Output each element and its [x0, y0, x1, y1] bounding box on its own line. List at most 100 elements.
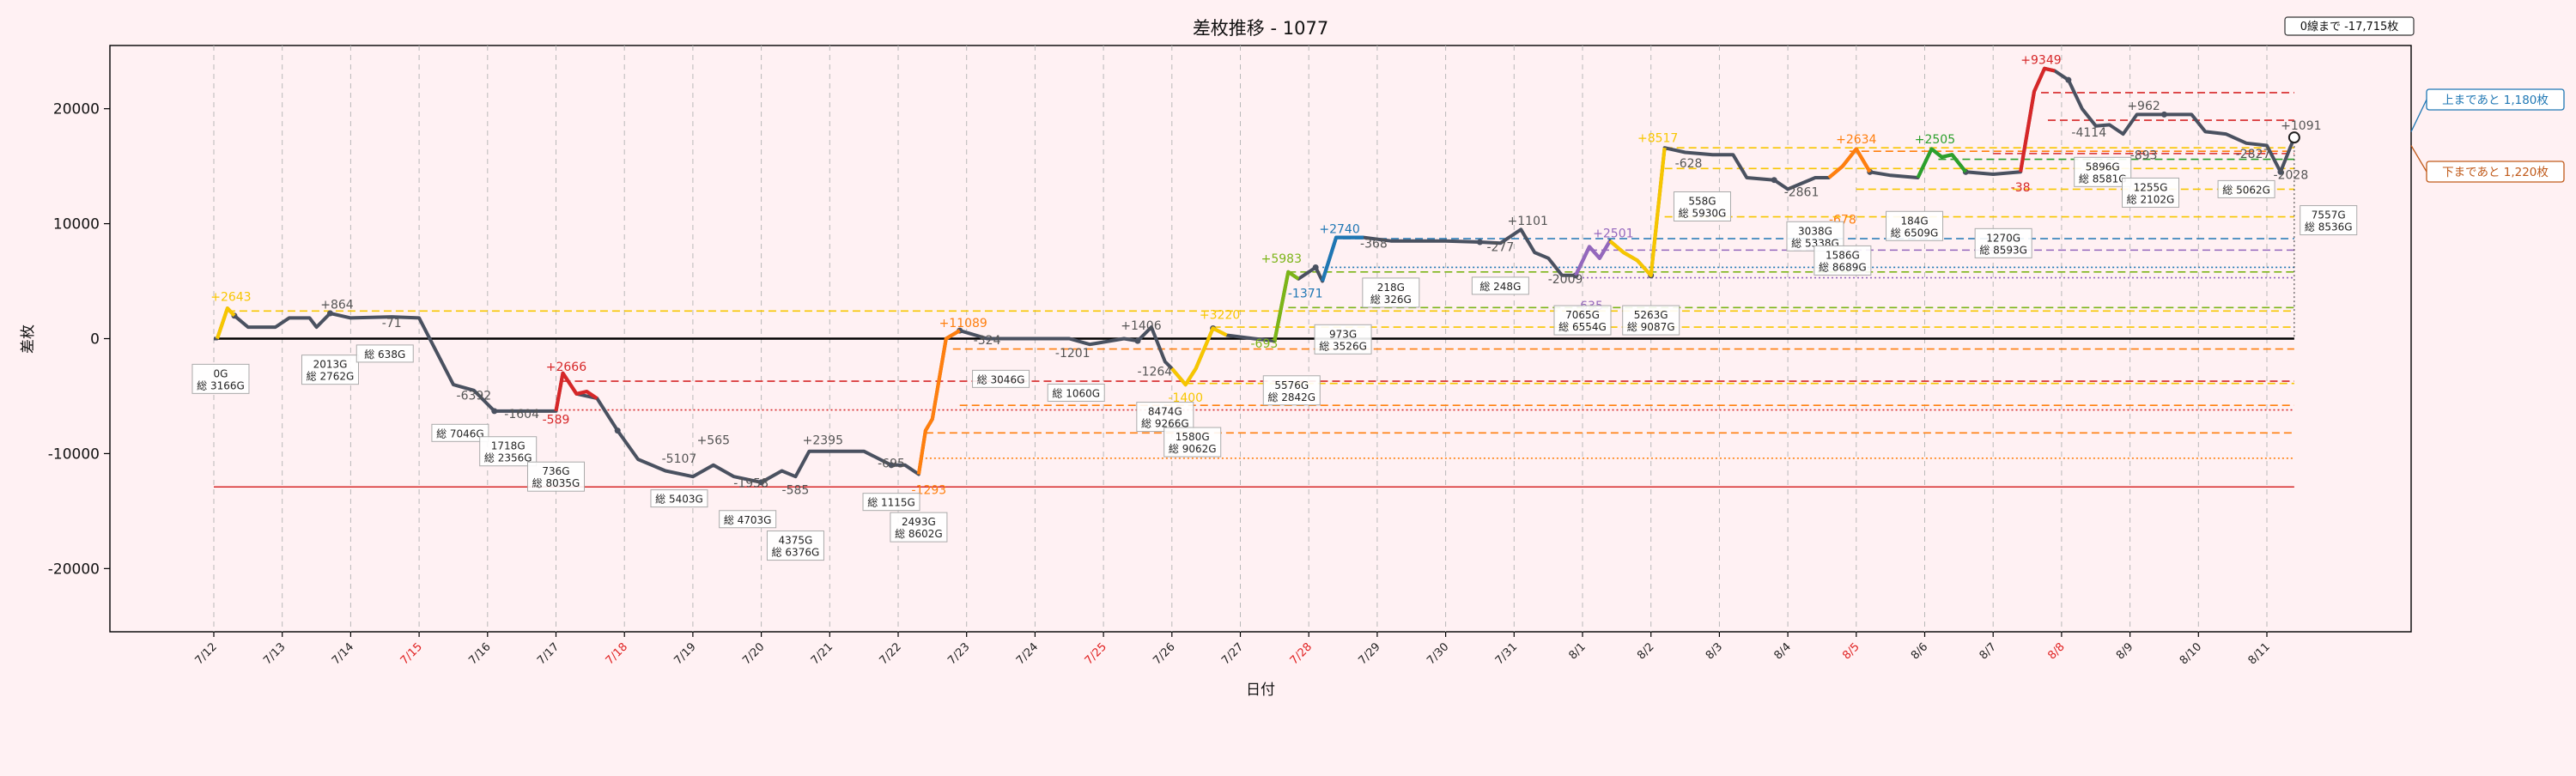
highlight-segment	[1574, 239, 1612, 276]
highlight-segment	[554, 371, 598, 412]
game-box-text: 2013G	[313, 359, 348, 371]
delta-label: -1958	[733, 476, 769, 490]
delta-label: +565	[697, 434, 730, 448]
game-count-box: 総 638G	[355, 344, 414, 363]
game-box-text: 5576G	[1274, 379, 1309, 391]
zero-line-distance-text: 0線まで -17,715枚	[2300, 20, 2399, 33]
game-box-frame	[1163, 427, 1222, 458]
game-count-box: 総 4703G	[719, 510, 777, 529]
series-point	[2277, 168, 2284, 175]
highlight-segment	[1273, 270, 1300, 342]
game-box-frame	[2074, 156, 2132, 187]
game-box-text: 総 4703G	[724, 514, 772, 526]
y-ticks: -20000 -10000 0 10000 20000	[48, 101, 110, 578]
game-box-frame	[191, 363, 250, 394]
highlight-segment	[1916, 147, 1967, 179]
game-count-box: 総 3046G	[972, 369, 1030, 388]
game-box-text: 総 8593G	[1979, 244, 2027, 256]
game-box-text: 1255G	[2134, 181, 2168, 193]
game-box-text: 7557G	[2312, 209, 2346, 221]
game-box-text: 736G	[542, 465, 569, 477]
delta-label: -5107	[662, 452, 697, 466]
delta-label: +5983	[1261, 252, 1302, 266]
game-box-frame	[1886, 210, 1944, 241]
game-box-text: 総 6554G	[1558, 321, 1607, 333]
game-box-frame	[1136, 402, 1194, 433]
callout-frame	[2426, 88, 2565, 111]
game-box-text: 総 8602G	[895, 528, 943, 540]
game-box-text: 総 2102G	[2127, 193, 2175, 205]
game-box-frame	[1362, 277, 1420, 308]
chart-title: 差枚推移 - 1077	[1193, 18, 1328, 39]
reference-lines	[214, 92, 2295, 488]
game-box-frame	[766, 530, 824, 561]
highlight-segment	[1321, 235, 1364, 282]
game-box-text: 5263G	[1634, 309, 1668, 321]
y-tick-label: -20000	[48, 561, 100, 578]
game-box-text: 総 2356G	[484, 452, 532, 464]
series-point	[614, 427, 621, 434]
game-box-frame	[650, 489, 708, 508]
series-point	[888, 462, 895, 469]
game-box-text: 総 9087G	[1627, 321, 1675, 333]
highlight-segment	[2019, 66, 2056, 173]
game-box-text: 3038G	[1798, 225, 1832, 237]
game-box-text: 総 3166G	[197, 379, 245, 391]
game-box-text: 総 248G	[1479, 281, 1521, 293]
game-box-frame	[719, 510, 777, 529]
delta-label: -277	[1486, 241, 1514, 255]
game-box-frame	[890, 512, 948, 543]
game-box-frame	[972, 369, 1030, 388]
delta-label: -2861	[1784, 185, 1820, 199]
delta-label: -324	[974, 334, 1001, 348]
game-box-frame	[1262, 375, 1321, 406]
delta-label: -695	[878, 457, 905, 470]
delta-label: -585	[782, 483, 810, 497]
game-box-frame	[301, 355, 359, 385]
game-box-text: 総 2762G	[307, 371, 355, 383]
game-box-frame	[1814, 245, 1872, 276]
game-box-frame	[2122, 177, 2180, 208]
game-box-text: 総 5062G	[2222, 184, 2270, 196]
game-count-box: 総 5062G	[2217, 179, 2275, 198]
game-box-text: 総 8689G	[1819, 261, 1867, 273]
game-box-text: 総 6376G	[772, 547, 820, 559]
y-tick-label: 10000	[53, 216, 100, 233]
game-box-frame	[1471, 276, 1529, 295]
game-box-text: 総 2842G	[1267, 391, 1315, 403]
highlight-segment	[1608, 147, 1667, 277]
game-box-text: 7065G	[1565, 309, 1600, 321]
game-box-frame	[1673, 191, 1731, 221]
delta-label: -693	[1251, 337, 1279, 351]
delta-label: -628	[1675, 157, 1703, 171]
end-point	[2287, 131, 2300, 144]
series-point	[1312, 264, 1319, 270]
callout-frame	[2426, 161, 2565, 183]
series-point	[1476, 239, 1483, 246]
game-box-text: 1580G	[1176, 431, 1210, 443]
game-box-text: 184G	[1900, 215, 1928, 227]
game-box-frame	[1974, 227, 2032, 258]
delta-label: +864	[320, 299, 354, 312]
callout-leader	[2410, 145, 2427, 173]
game-box-text: 総 5403G	[655, 494, 703, 506]
game-box-frame	[2300, 205, 2358, 236]
delta-label: -368	[1360, 238, 1388, 252]
delta-label: -1201	[1055, 347, 1091, 361]
game-box-frame	[1314, 324, 1372, 355]
game-box-text: 総 1060G	[1052, 387, 1100, 399]
series-point	[1134, 337, 1141, 344]
y-tick-label: 0	[90, 331, 100, 349]
game-count-box: 総 7046G	[431, 423, 489, 442]
